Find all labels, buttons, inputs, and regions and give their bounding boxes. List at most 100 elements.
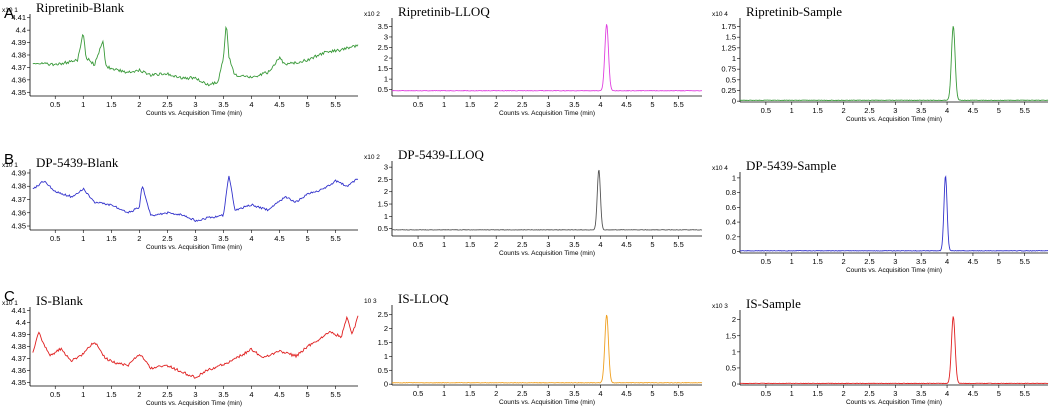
- y-tick-label: 0.5: [726, 363, 736, 372]
- y-tick-label: 0.6: [726, 203, 736, 212]
- x-tick-label: 2.5: [864, 257, 874, 266]
- x-tick-label: 5.5: [330, 100, 340, 109]
- x-tick-label: 1: [442, 389, 446, 398]
- x-tick-label: 3: [546, 100, 550, 109]
- x-tick-label: 5: [997, 389, 1001, 398]
- y-tick-label: 4.35: [11, 222, 26, 231]
- x-tick-label: 0.5: [761, 106, 771, 115]
- y-tick-label: 2.5: [378, 43, 388, 52]
- x-tick-label: 4.5: [621, 100, 631, 109]
- x-axis-title: Counts vs. Acquisition Time (min): [846, 399, 942, 406]
- x-tick-label: 4.5: [621, 389, 631, 398]
- x-tick-label: 1: [790, 106, 794, 115]
- y-tick-label: 4.39: [11, 168, 26, 177]
- row-label: B: [4, 151, 14, 168]
- y-tick-label: 1.5: [378, 64, 388, 73]
- y-tick-label: 1: [384, 75, 388, 84]
- y-tick-label: 4.36: [11, 208, 26, 217]
- x-tick-label: 2.5: [162, 100, 172, 109]
- trace-line: [391, 314, 703, 384]
- x-tick-label: 1.5: [106, 390, 116, 399]
- x-tick-label: 0.5: [761, 389, 771, 398]
- x-tick-label: 0.5: [413, 100, 423, 109]
- x-tick-label: 3.5: [916, 106, 926, 115]
- y-tick-label: 1.5: [378, 200, 388, 209]
- y-multiplier: x10 2: [364, 154, 380, 161]
- x-tick-label: 4: [249, 234, 253, 243]
- y-tick-label: 4.37: [11, 195, 26, 204]
- trace-line: [739, 175, 1049, 252]
- y-multiplier: x10 3: [712, 303, 728, 310]
- y-tick-label: 4.37: [11, 63, 26, 72]
- chart-title: IS-Sample: [746, 296, 801, 311]
- x-axis-title: Counts vs. Acquisition Time (min): [846, 267, 942, 274]
- x-tick-label: 4.5: [968, 257, 978, 266]
- x-tick-label: 1: [81, 234, 85, 243]
- chart-panel-5: x10 2 DP-5439-LLOQ 0.5 1 1.5 2 2.5 3 0.5 1 1.5 2 2.5…: [364, 147, 703, 257]
- x-tick-label: 3.5: [218, 234, 228, 243]
- y-multiplier: x10 4: [712, 11, 728, 18]
- x-tick-label: 2: [137, 390, 141, 399]
- x-tick-label: 5.5: [330, 390, 340, 399]
- x-tick-label: 2: [494, 240, 498, 249]
- x-tick-label: 5: [650, 240, 654, 249]
- x-tick-label: 4.5: [968, 389, 978, 398]
- x-tick-label: 2: [841, 389, 845, 398]
- x-tick-label: 3: [893, 257, 897, 266]
- x-tick-label: 4.5: [274, 390, 284, 399]
- x-axis-title: Counts vs. Acquisition Time (min): [499, 110, 595, 117]
- y-tick-label: 4.38: [11, 342, 26, 351]
- chart-panel-8: 10 3 IS-LLOQ 0 0.5 1 1.5 2 2.5 0.5 1 1.5 2 2.5 3 3.5 4 4…: [364, 291, 703, 406]
- y-tick-label: 4.35: [11, 378, 26, 387]
- x-tick-label: 1.5: [106, 100, 116, 109]
- x-tick-label: 5: [650, 100, 654, 109]
- x-tick-label: 4: [249, 390, 253, 399]
- x-tick-label: 2: [494, 389, 498, 398]
- x-tick-label: 4.5: [274, 100, 284, 109]
- x-tick-label: 3.5: [218, 390, 228, 399]
- x-tick-label: 1: [442, 100, 446, 109]
- x-axis-title: Counts vs. Acquisition Time (min): [499, 250, 595, 257]
- x-axis-title: Counts vs. Acquisition Time (min): [846, 116, 942, 123]
- y-tick-label: 0.75: [721, 65, 736, 74]
- y-tick-label: 0.2: [726, 232, 736, 241]
- y-tick-label: 2.5: [378, 310, 388, 319]
- x-tick-label: 0.5: [413, 240, 423, 249]
- x-tick-label: 2: [137, 234, 141, 243]
- row-label: A: [4, 5, 14, 22]
- x-tick-label: 2.5: [864, 389, 874, 398]
- x-tick-label: 1.5: [106, 234, 116, 243]
- x-tick-label: 1: [790, 389, 794, 398]
- x-axis-title: Counts vs. Acquisition Time (min): [146, 400, 242, 407]
- x-tick-label: 5.5: [673, 389, 683, 398]
- chart-title: Ripretinib-LLOQ: [398, 4, 490, 19]
- y-tick-label: 1: [384, 212, 388, 221]
- y-tick-label: 3: [384, 163, 388, 172]
- y-tick-label: 1.5: [378, 338, 388, 347]
- chart-title: IS-LLOQ: [398, 291, 449, 306]
- trace-line: [32, 25, 359, 87]
- chart-title: Ripretinib-Sample: [746, 4, 842, 19]
- y-tick-label: 4.39: [11, 38, 26, 47]
- x-tick-label: 4: [598, 100, 602, 109]
- x-tick-label: 5.5: [1019, 389, 1029, 398]
- y-tick-label: 0.5: [378, 366, 388, 375]
- y-tick-label: 1: [732, 173, 736, 182]
- y-tick-label: 4.41: [11, 13, 26, 22]
- x-tick-label: 3: [193, 234, 197, 243]
- trace-line: [739, 26, 1049, 102]
- x-tick-label: 4.5: [968, 106, 978, 115]
- y-tick-label: 0.5: [726, 75, 736, 84]
- y-tick-label: 4.35: [11, 88, 26, 97]
- chart-panel-9: x10 3 IS-Sample 0 0.5 1 1.5 2 0.5 1 1.5 2 2.5 3 3.5 4 4…: [712, 296, 1049, 406]
- chart-panel-6: x10 4 DP-5439-Sample 0 0.2 0.4 0.6 0.8 1 0.5 1 1.5…: [712, 158, 1049, 274]
- x-tick-label: 3.5: [916, 257, 926, 266]
- y-tick-label: 0.25: [721, 86, 736, 95]
- x-tick-label: 2.5: [162, 390, 172, 399]
- y-tick-label: 4.38: [11, 182, 26, 191]
- x-tick-label: 4: [598, 389, 602, 398]
- x-tick-label: 2.5: [864, 106, 874, 115]
